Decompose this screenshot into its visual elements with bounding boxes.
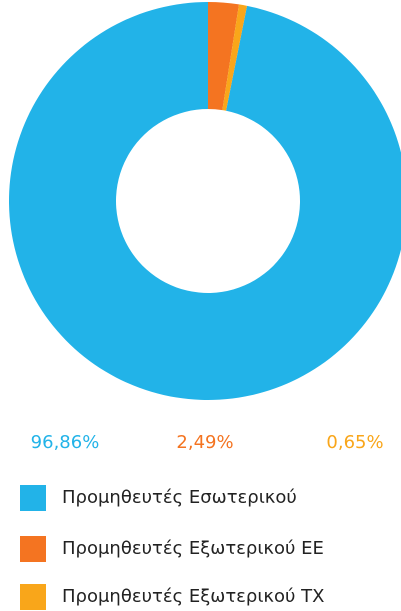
legend-swatch — [20, 536, 46, 562]
legend-swatch — [20, 485, 46, 511]
donut-slice — [9, 2, 401, 400]
legend-label: Προμηθευτές Εσωτερικού — [62, 487, 297, 508]
donut-slice — [208, 2, 240, 111]
legend-label: Προμηθευτές Εξωτερικού ΕΕ — [62, 538, 324, 559]
donut-slice — [222, 4, 248, 111]
value-label: 96,86% — [31, 432, 100, 453]
legend-swatch — [20, 584, 46, 610]
legend-label: Προμηθευτές Εξωτερικού ΤΧ — [62, 586, 325, 607]
value-label: 2,49% — [176, 432, 233, 453]
value-label: 0,65% — [326, 432, 383, 453]
